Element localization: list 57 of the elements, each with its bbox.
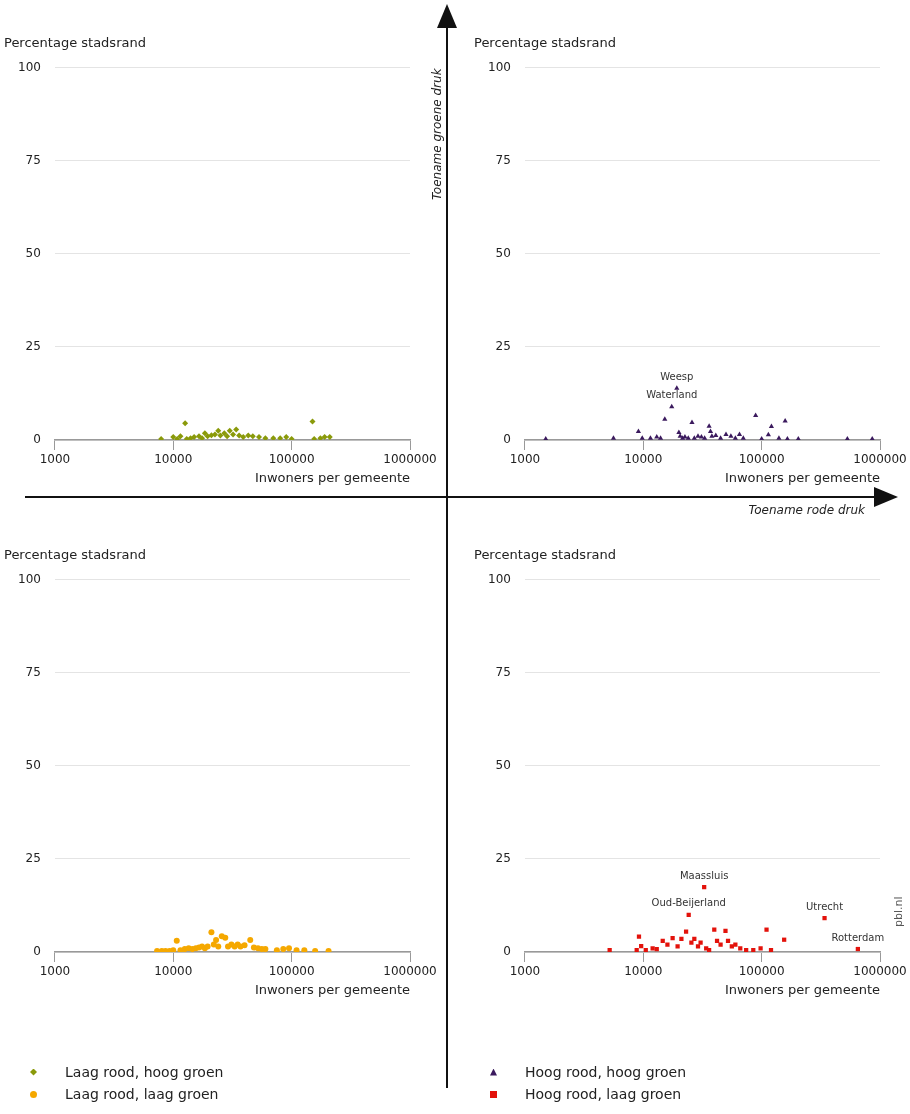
y-tick-label: 25 (25, 339, 41, 354)
y-tick-label: 0 (503, 944, 511, 959)
annotation: Maassluis (679, 869, 729, 881)
x-tick-label: 100000 (268, 964, 315, 979)
x-tick-label: 10000 (624, 964, 663, 979)
x-tick-label: 1000 (509, 964, 541, 979)
x-axis-title: Inwoners per gemeente (254, 469, 410, 485)
y-tick-label: 25 (495, 339, 511, 354)
y-tick-label: 100 (488, 59, 511, 74)
y-tick-label: 0 (503, 432, 511, 447)
x-tick-label: 1000000 (853, 452, 907, 467)
legend-label: Hoog rood, hoog groen (525, 1064, 687, 1080)
text: pbl.nl (892, 896, 905, 927)
legend-label: Laag rood, laag groen (65, 1086, 219, 1102)
x-axis-title: Inwoners per gemeente (724, 981, 880, 997)
text: Toename rode druk (748, 503, 865, 517)
x-tick-label: 100000 (738, 964, 785, 979)
y-axis-title: Percentage stadsrand (4, 35, 146, 51)
annotation: Weesp (660, 370, 694, 382)
x-tick-label: 100000 (268, 452, 315, 467)
x-axis-title: Inwoners per gemeente (254, 981, 410, 997)
y-tick-label: 25 (495, 851, 511, 866)
y-tick-label: 75 (495, 152, 511, 167)
y-tick-label: 0 (33, 944, 41, 959)
legend-label: Laag rood, hoog groen (65, 1064, 224, 1080)
y-tick-label: 50 (495, 245, 511, 260)
y-tick-label: 75 (495, 664, 511, 679)
y-tick-label: 50 (495, 757, 511, 772)
x-tick-label: 1000000 (383, 452, 437, 467)
text: Toename groene druk (430, 68, 444, 200)
y-tick-label: 75 (25, 152, 41, 167)
x-tick-label: 10000 (154, 964, 193, 979)
legend-label: Hoog rood, laag groen (525, 1086, 682, 1102)
annotation: Rotterdam (831, 931, 885, 943)
x-tick-label: 1000 (39, 964, 71, 979)
y-axis-title: Percentage stadsrand (474, 35, 616, 51)
annotation: Oud-Beijerland (651, 897, 726, 909)
y-axis-title: Percentage stadsrand (4, 547, 146, 563)
annotation: Utrecht (806, 900, 844, 912)
x-tick-label: 1000000 (383, 964, 437, 979)
y-tick-label: 75 (25, 664, 41, 679)
x-tick-label: 10000 (154, 452, 193, 467)
annotation: Waterland (646, 389, 698, 401)
x-tick-label: 100000 (738, 452, 785, 467)
y-tick-label: 25 (25, 851, 41, 866)
x-tick-label: 1000000 (853, 964, 907, 979)
x-axis-title: Inwoners per gemeente (724, 469, 880, 485)
x-tick-label: 1000 (39, 452, 71, 467)
y-tick-label: 100 (18, 571, 41, 586)
x-tick-label: 10000 (624, 452, 663, 467)
y-tick-label: 100 (488, 571, 511, 586)
y-tick-label: 0 (33, 432, 41, 447)
y-tick-label: 50 (25, 245, 41, 260)
y-tick-label: 100 (18, 59, 41, 74)
y-tick-label: 50 (25, 757, 41, 772)
x-tick-label: 1000 (509, 452, 541, 467)
y-axis-title: Percentage stadsrand (474, 547, 616, 563)
